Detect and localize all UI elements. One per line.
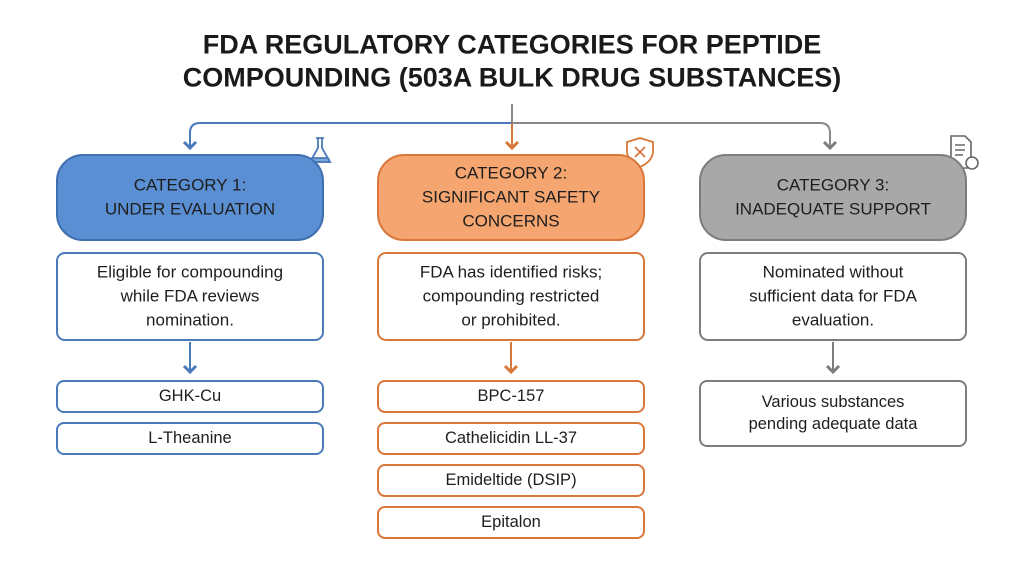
title-line: COMPOUNDING (503A BULK DRUG SUBSTANCES) xyxy=(183,63,842,93)
header-text: SIGNIFICANT SAFETY xyxy=(422,187,600,206)
header-text: CATEGORY 3: xyxy=(777,175,889,194)
title-line: FDA REGULATORY CATEGORIES FOR PEPTIDE xyxy=(203,30,822,60)
item-text: Various substances xyxy=(762,393,905,411)
item-box xyxy=(56,380,324,413)
item-box xyxy=(56,422,324,455)
item-text: Epitalon xyxy=(481,513,541,531)
description-text: Nominated without xyxy=(763,262,904,281)
description-text: Eligible for compounding xyxy=(97,262,283,281)
item-box xyxy=(377,380,645,413)
item-text: Cathelicidin LL-37 xyxy=(445,429,577,447)
header-text: CATEGORY 1: xyxy=(134,175,246,194)
item-box xyxy=(377,464,645,497)
item-box xyxy=(377,506,645,539)
category-header xyxy=(699,154,967,241)
connector-tree xyxy=(182,104,838,151)
item-box xyxy=(377,422,645,455)
header-text: INADEQUATE SUPPORT xyxy=(735,199,931,218)
header-text: CONCERNS xyxy=(462,211,559,230)
description-text: sufficient data for FDA xyxy=(749,286,918,305)
category-header xyxy=(56,154,324,241)
description-text: evaluation. xyxy=(792,310,874,329)
item-text: L-Theanine xyxy=(148,429,231,447)
description-text: FDA has identified risks; xyxy=(420,262,602,281)
item-box xyxy=(699,380,967,447)
description-text: nomination. xyxy=(146,310,234,329)
description-box xyxy=(377,252,645,341)
description-box xyxy=(699,252,967,341)
item-text: GHK-Cu xyxy=(159,387,221,405)
header-text: CATEGORY 2: xyxy=(455,163,567,182)
item-text: BPC-157 xyxy=(478,387,545,405)
item-text: Emideltide (DSIP) xyxy=(445,471,576,489)
description-text: compounding restricted xyxy=(423,286,600,305)
description-box xyxy=(56,252,324,341)
category-header xyxy=(377,154,645,241)
header-text: UNDER EVALUATION xyxy=(105,199,275,218)
item-text: pending adequate data xyxy=(749,415,919,433)
flask-icon xyxy=(308,137,332,163)
description-text: while FDA reviews xyxy=(120,286,260,305)
description-text: or prohibited. xyxy=(461,310,560,329)
